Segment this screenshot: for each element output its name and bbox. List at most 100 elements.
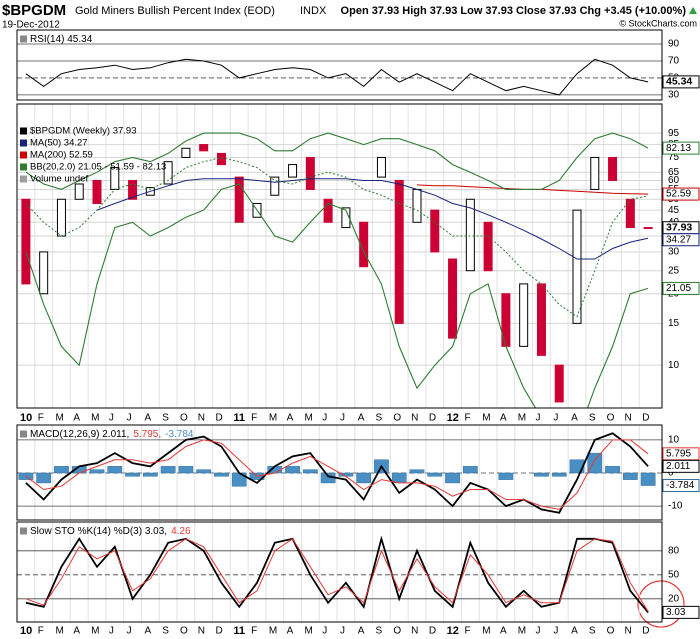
candle bbox=[128, 179, 138, 200]
y-tick-label: 90 bbox=[668, 39, 680, 50]
x-tick-label: J bbox=[536, 626, 541, 637]
panel-legend: RSI(14) 45.34 bbox=[30, 34, 93, 45]
line bbox=[25, 156, 649, 318]
x-tick-label: 11 bbox=[233, 625, 245, 637]
legend-part: Slow STO %K(14) %D(3) 3.03, bbox=[30, 526, 167, 537]
x-tick-label: N bbox=[624, 626, 631, 637]
y-tick-label: 10 bbox=[668, 360, 680, 371]
legend-swatch bbox=[20, 527, 27, 535]
candle bbox=[483, 221, 493, 272]
y-tick-label: 25 bbox=[668, 265, 680, 276]
candle bbox=[412, 188, 422, 223]
x-tick-label: J bbox=[127, 626, 132, 637]
x-tick-label: F bbox=[464, 413, 470, 424]
x-tick-label: J bbox=[322, 626, 327, 637]
candle bbox=[430, 209, 440, 253]
value-box bbox=[662, 187, 700, 201]
value-box-label: 45.34 bbox=[666, 76, 692, 88]
x-tick-label: O bbox=[393, 626, 401, 637]
bar bbox=[18, 472, 34, 480]
panel-frame bbox=[16, 103, 663, 409]
x-tick-label: M bbox=[56, 626, 64, 637]
bar bbox=[462, 466, 478, 474]
bar bbox=[125, 472, 140, 477]
y-tick-label: 80 bbox=[668, 545, 680, 556]
x-tick-label: M bbox=[56, 413, 64, 424]
candle bbox=[163, 161, 173, 185]
bar bbox=[196, 469, 212, 474]
date: 19-Dec-2012 bbox=[2, 20, 60, 31]
quote: Open 37.93 High 37.93 Low 37.93 Close 37… bbox=[341, 5, 687, 17]
value-box bbox=[662, 447, 700, 461]
value-box bbox=[662, 141, 700, 155]
credit: © StockCharts.com bbox=[619, 18, 697, 28]
x-tick-label: A bbox=[500, 413, 507, 424]
x-tick-label: S bbox=[162, 626, 169, 637]
highlight-circle bbox=[637, 580, 685, 628]
legend-label: Volume undef bbox=[30, 174, 88, 185]
y-tick-label: 65 bbox=[668, 167, 680, 178]
bar bbox=[409, 469, 425, 474]
x-tick-label: F bbox=[38, 413, 44, 424]
candle bbox=[305, 156, 315, 190]
x-tick-label: J bbox=[553, 626, 558, 637]
bar bbox=[391, 472, 407, 484]
value-box-label: 2.011 bbox=[666, 461, 691, 472]
symbol: $BPGDM bbox=[2, 2, 66, 19]
x-tick-label: A bbox=[144, 413, 151, 424]
candle bbox=[181, 147, 191, 158]
legend-part: RSI(14) 45.34 bbox=[30, 34, 93, 45]
candle bbox=[74, 183, 84, 200]
panel-plot bbox=[17, 104, 662, 408]
x-tick-label: M bbox=[304, 413, 312, 424]
candle bbox=[234, 176, 244, 223]
value-box-label: 34.27 bbox=[666, 234, 691, 245]
x-tick-label: 11 bbox=[233, 412, 245, 424]
line bbox=[25, 535, 649, 613]
value-box bbox=[662, 459, 700, 473]
candle bbox=[270, 176, 280, 196]
value-box-label: -3.784 bbox=[666, 480, 695, 491]
y-tick-label: 0 bbox=[668, 468, 674, 479]
x-tick-label: M bbox=[91, 413, 99, 424]
y-tick-label: 75 bbox=[668, 152, 680, 163]
candle bbox=[572, 209, 582, 324]
y-tick-label: 50 bbox=[668, 569, 680, 580]
y-tick-label: 30 bbox=[668, 247, 680, 258]
candle bbox=[394, 179, 404, 324]
value-box bbox=[662, 479, 700, 493]
candle bbox=[92, 179, 102, 204]
legend-label: MA(50) 34.27 bbox=[30, 138, 88, 149]
bar bbox=[605, 466, 620, 474]
x-tick-label: S bbox=[162, 413, 169, 424]
bar bbox=[285, 466, 300, 474]
candle bbox=[608, 156, 618, 181]
legend-part: 5.795, bbox=[133, 429, 161, 440]
y-tick-label: 60 bbox=[668, 175, 680, 186]
x-tick-label: A bbox=[287, 413, 294, 424]
bar bbox=[302, 469, 318, 474]
y-tick-label: 30 bbox=[668, 90, 680, 101]
x-tick-label: J bbox=[109, 413, 114, 424]
x-tick-label: J bbox=[322, 413, 327, 424]
x-tick-label: F bbox=[251, 626, 257, 637]
x-tick-label: A bbox=[287, 626, 294, 637]
x-tick-label: S bbox=[589, 626, 596, 637]
legend-swatch bbox=[20, 163, 27, 171]
panel-plot bbox=[17, 522, 662, 622]
x-tick-label: M bbox=[91, 626, 99, 637]
bar bbox=[551, 472, 567, 477]
x-tick-label: 12 bbox=[447, 625, 459, 637]
x-tick-label: A bbox=[500, 626, 507, 637]
bar bbox=[107, 466, 123, 474]
panel-legend: Slow STO %K(14) %D(3) 3.03, 4.26 bbox=[30, 526, 191, 537]
candle bbox=[448, 258, 458, 339]
panel-legend: MACD(12,26,9) 2.011, 5.795, -3.784 bbox=[30, 429, 194, 440]
legend-label: BB(20,2.0) 21.05 - 51.59 - 82.13 bbox=[30, 162, 166, 173]
y-tick-label: 15 bbox=[668, 318, 680, 329]
y-tick-label: 20 bbox=[668, 593, 680, 604]
y-tick-label: 95 bbox=[668, 128, 680, 139]
line bbox=[25, 132, 649, 190]
x-tick-label: N bbox=[411, 413, 418, 424]
